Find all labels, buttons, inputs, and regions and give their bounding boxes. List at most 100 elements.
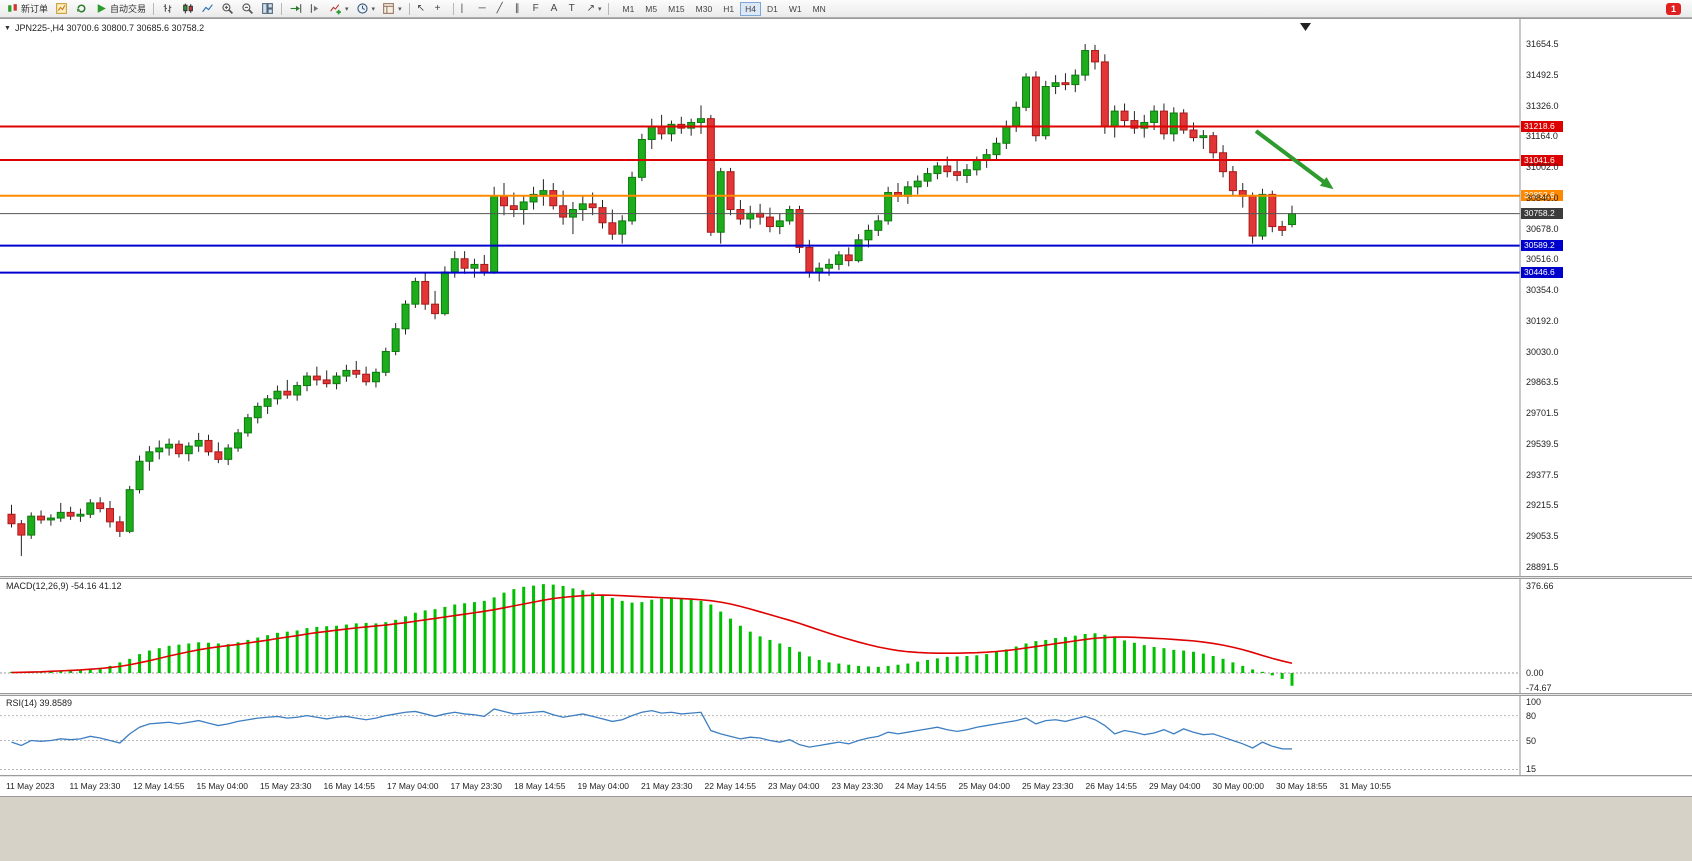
candle: [303, 372, 311, 392]
chart-symbol-info: ▼ JPN225-,H4 30700.6 30800.7 30685.6 307…: [4, 23, 204, 33]
line-chart-icon: [202, 4, 213, 13]
candle: [1022, 73, 1031, 112]
candle: [726, 167, 735, 216]
candle: [913, 175, 922, 195]
candle: [529, 186, 538, 210]
timeframe-button-mn[interactable]: MN: [808, 2, 831, 16]
timeframe-button-m15[interactable]: M15: [663, 2, 690, 16]
candle: [1199, 130, 1208, 149]
candle: [56, 502, 65, 522]
candle: [135, 455, 144, 494]
time-axis-label: 19 May 04:00: [577, 781, 630, 791]
time-axis-label: 30 May 18:55: [1276, 781, 1328, 791]
templates-button[interactable]: ▾: [379, 1, 405, 17]
bar-chart-button[interactable]: [158, 1, 177, 17]
vertical-line-tool-button[interactable]: |: [458, 1, 475, 17]
candle: [1110, 105, 1119, 138]
dropdown-arrow-icon: ▾: [371, 5, 376, 13]
candle: [578, 196, 587, 221]
timeframe-button-m1[interactable]: M1: [617, 2, 639, 16]
trendline-tool-button[interactable]: ╱: [494, 1, 511, 17]
candle: [1031, 71, 1040, 142]
crosshair-tool-button[interactable]: +: [432, 1, 449, 17]
candle: [490, 186, 499, 274]
timeframe-button-w1[interactable]: W1: [784, 2, 807, 16]
text-tool-button[interactable]: A: [548, 1, 565, 17]
dropdown-arrow-icon: ▾: [398, 5, 402, 13]
new-chart-icon: [56, 3, 67, 14]
rsi-chart[interactable]: [0, 696, 1692, 775]
candle: [1169, 107, 1178, 142]
time-axis-label: 23 May 23:30: [831, 781, 884, 791]
panel-splitter[interactable]: [0, 693, 1692, 696]
candlestick-chart[interactable]: [0, 19, 1692, 576]
candle: [775, 213, 784, 235]
arrows-tool-button[interactable]: ↗ ▾: [584, 1, 605, 17]
panel-splitter[interactable]: [0, 775, 1692, 777]
fibonacci-tool-button[interactable]: F: [530, 1, 547, 17]
time-axis-label: 11 May 23:30: [69, 781, 121, 791]
refresh-button[interactable]: [72, 1, 91, 17]
candle: [165, 438, 174, 456]
main-toolbar: 新订单 自动交易: [0, 0, 1692, 18]
line-chart-button[interactable]: [198, 1, 217, 17]
candle: [746, 205, 755, 229]
timeframe-button-m30[interactable]: M30: [691, 2, 718, 16]
one-click-trading-arrow[interactable]: ▼: [4, 24, 11, 32]
candle: [568, 201, 577, 235]
horizontal-line-icon: ─: [478, 2, 486, 14]
macd-panel: MACD(12,26,9) -54.16 41.12 376.66 0.00 -74…: [0, 579, 1692, 693]
candle: [874, 215, 883, 237]
candle: [352, 360, 361, 378]
cursor-tool-button[interactable]: ↖: [414, 1, 431, 17]
text-label-tool-button[interactable]: T: [566, 1, 583, 17]
candle: [37, 510, 46, 524]
auto-scroll-icon: [290, 4, 302, 13]
timeframe-button-d1[interactable]: D1: [762, 2, 783, 16]
candle: [1100, 54, 1109, 134]
candle: [785, 205, 794, 225]
timeframe-button-m5[interactable]: M5: [640, 2, 662, 16]
candle: [106, 501, 114, 528]
channel-tool-button[interactable]: ∥: [512, 1, 529, 17]
toolbar-separator: [281, 2, 283, 15]
candle: [460, 251, 469, 274]
time-axis-label: 30 May 00:00: [1212, 781, 1265, 791]
timeframe-button-h1[interactable]: H1: [718, 2, 739, 16]
chart-shift-marker: [1300, 23, 1311, 31]
candlestick-chart-button[interactable]: [178, 1, 197, 17]
toolbar-separator: [608, 2, 610, 15]
candle: [500, 183, 508, 216]
macd-chart[interactable]: [0, 579, 1692, 693]
timeframe-toolbar: M1 M5 M15 M30 H1 H4 D1 W1 MN: [617, 1, 831, 16]
periods-button[interactable]: ▾: [353, 1, 379, 17]
autotrading-button[interactable]: 自动交易: [92, 1, 149, 17]
candle: [1209, 131, 1218, 159]
refresh-icon: [76, 4, 86, 13]
tile-windows-button[interactable]: [258, 1, 277, 17]
panel-splitter[interactable]: [0, 576, 1692, 579]
chart-shift-button[interactable]: [306, 1, 325, 17]
notification-badge[interactable]: 1: [1665, 2, 1681, 15]
rsi-line: [11, 708, 1293, 750]
candle: [894, 183, 902, 202]
candle: [1228, 165, 1237, 197]
candle: [234, 429, 243, 452]
auto-scroll-button[interactable]: [286, 1, 305, 17]
candle: [1120, 103, 1129, 127]
candle: [1288, 205, 1296, 228]
zoom-in-button[interactable]: [218, 1, 237, 17]
time-axis-label: 12 May 14:55: [133, 781, 185, 791]
timeframe-button-h4[interactable]: H4: [740, 1, 761, 16]
horizontal-line-tool-button[interactable]: ─: [476, 1, 493, 17]
new-order-button[interactable]: 新订单: [3, 1, 51, 17]
candle: [204, 434, 213, 456]
zoom-out-button[interactable]: [238, 1, 257, 17]
candle: [1041, 80, 1050, 140]
new-chart-button[interactable]: [52, 1, 71, 17]
candle: [834, 251, 843, 271]
candle: [253, 402, 262, 424]
candle: [628, 171, 637, 225]
time-axis: 11 May 2023 11 May 23:30 12 May 14:55 15 Ma…: [0, 777, 1692, 797]
indicators-button[interactable]: ▾: [326, 1, 352, 17]
